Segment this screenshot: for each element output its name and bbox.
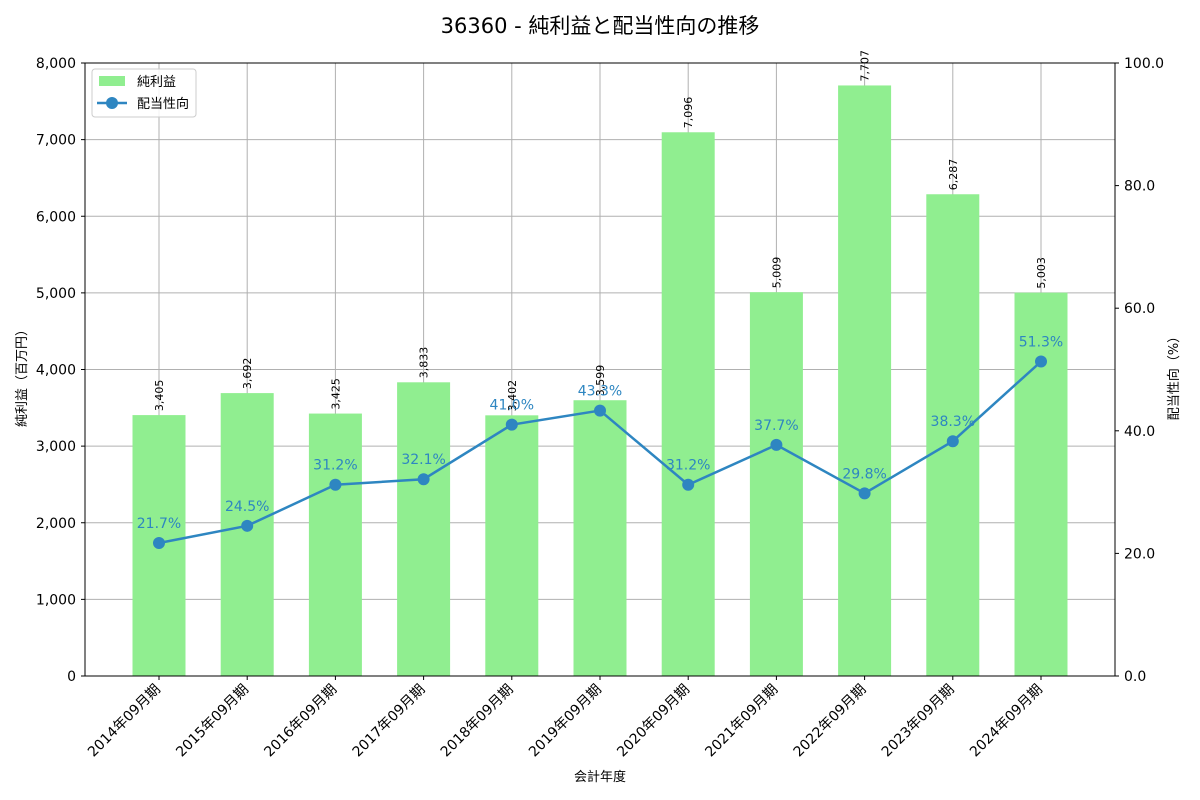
- svg-text:0.0: 0.0: [1124, 669, 1146, 685]
- svg-text:6,000: 6,000: [36, 209, 76, 225]
- line-marker: [153, 536, 165, 549]
- line-value-label: 43.3%: [578, 384, 622, 400]
- svg-text:100.0: 100.0: [1124, 56, 1164, 72]
- bar-value-labels: 3,405 3,692 3,425 3,833 3,402 3,599 7,096 5,009…: [153, 50, 1048, 411]
- bar-value-label: 3,425: [329, 378, 342, 410]
- chart-title: 36360 - 純利益と配当性向の推移: [440, 14, 760, 38]
- line-marker: [946, 435, 959, 448]
- svg-text:2018年09月期: 2018年09月期: [438, 682, 517, 761]
- svg-text:2022年09月期: 2022年09月期: [791, 682, 870, 761]
- bar-value-label: 3,405: [153, 380, 166, 412]
- bar-2020年09月期: [661, 132, 715, 677]
- svg-text:配当性向（%）: 配当性向（%）: [1166, 330, 1182, 420]
- bar-2023年09月期: [926, 194, 980, 677]
- bar-2022年09月期: [838, 85, 892, 677]
- line-value-label: 41.0%: [490, 398, 534, 414]
- line-value-label: 29.8%: [842, 466, 886, 482]
- line-value-label: 51.3%: [1019, 335, 1063, 351]
- bar-value-label: 7,096: [682, 97, 695, 129]
- bar-2021年09月期: [749, 292, 803, 676]
- bar-value-label: 6,287: [947, 159, 960, 191]
- svg-text:配当性向: 配当性向: [137, 96, 189, 112]
- svg-text:0: 0: [67, 669, 76, 685]
- line-marker: [858, 487, 871, 500]
- line-marker: [505, 418, 518, 431]
- svg-text:2015年09月期: 2015年09月期: [173, 682, 252, 761]
- bar-2019年09月期: [573, 400, 627, 676]
- line-value-label: 38.3%: [931, 414, 975, 430]
- svg-text:40.0: 40.0: [1124, 424, 1155, 440]
- svg-text:2,000: 2,000: [36, 516, 76, 532]
- svg-text:2017年09月期: 2017年09月期: [350, 682, 429, 761]
- svg-text:60.0: 60.0: [1124, 301, 1155, 317]
- bar-2018年09月期: [485, 415, 539, 676]
- svg-text:会計年度: 会計年度: [574, 769, 626, 785]
- svg-text:4,000: 4,000: [36, 363, 76, 379]
- bar-value-label: 3,599: [594, 365, 607, 397]
- line-marker: [770, 438, 783, 451]
- svg-text:1,000: 1,000: [36, 592, 76, 608]
- line-value-label: 37.7%: [754, 418, 798, 434]
- svg-text:2014年09月期: 2014年09月期: [85, 682, 164, 761]
- bar-2016年09月期: [308, 413, 362, 676]
- svg-text:純利益: 純利益: [137, 75, 176, 90]
- svg-text:2024年09月期: 2024年09月期: [967, 682, 1046, 761]
- line-marker: [682, 478, 695, 491]
- line-series: [153, 355, 1047, 549]
- line-marker: [417, 473, 430, 486]
- svg-text:20.0: 20.0: [1124, 546, 1155, 562]
- bar-2015年09月期: [220, 393, 274, 676]
- bar-value-label: 3,692: [241, 358, 254, 390]
- line-value-label: 32.1%: [401, 452, 445, 468]
- line-marker: [594, 404, 606, 417]
- svg-text:7,000: 7,000: [36, 133, 76, 149]
- svg-text:2016年09月期: 2016年09月期: [261, 682, 340, 761]
- bar-value-label: 5,003: [1035, 257, 1048, 289]
- bar-value-label: 7,707: [859, 50, 872, 82]
- bar-value-label: 3,833: [418, 347, 431, 379]
- line-marker: [329, 478, 342, 491]
- svg-text:3,000: 3,000: [36, 439, 76, 455]
- line-value-label: 24.5%: [225, 499, 269, 515]
- bar-2017年09月期: [397, 382, 451, 676]
- svg-text:2020年09月期: 2020年09月期: [614, 682, 693, 761]
- line-value-label: 21.7%: [137, 516, 181, 532]
- svg-text:2019年09月期: 2019年09月期: [526, 682, 605, 761]
- svg-text:5,000: 5,000: [36, 286, 76, 302]
- bar-value-label: 3,402: [506, 380, 519, 412]
- bar-value-label: 5,009: [770, 257, 783, 289]
- svg-text:2023年09月期: 2023年09月期: [879, 682, 958, 761]
- line-value-label: 31.2%: [666, 458, 710, 474]
- line-marker: [241, 519, 254, 532]
- line-value-labels: 21.7% 24.5% 31.2% 32.1% 41.0% 43.3% 31.2% 37.7%…: [137, 335, 1063, 532]
- line-marker: [1035, 355, 1047, 368]
- svg-text:80.0: 80.0: [1124, 179, 1155, 195]
- line-value-label: 31.2%: [313, 458, 357, 474]
- svg-text:8,000: 8,000: [36, 56, 76, 72]
- svg-text:2021年09月期: 2021年09月期: [702, 682, 781, 761]
- svg-text:純利益（百万円）: 純利益（百万円）: [15, 323, 30, 427]
